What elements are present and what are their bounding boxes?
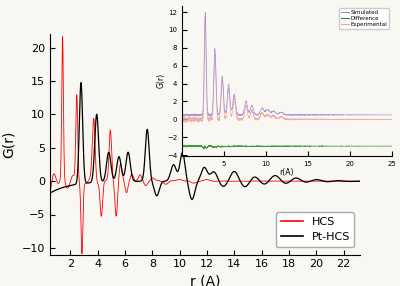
Difference — [180, 145, 185, 148]
HCS — [164, 182, 169, 186]
Simulated — [261, 107, 266, 111]
Difference — [217, 144, 222, 148]
Pt-HCS — [102, 177, 106, 180]
Line: HCS: HCS — [47, 37, 360, 254]
HCS — [102, 181, 106, 185]
Experimental — [183, 121, 188, 124]
Simulated — [203, 11, 208, 14]
Simulated — [217, 112, 222, 115]
Experimental — [217, 116, 222, 120]
Difference — [390, 144, 394, 148]
Experimental — [390, 118, 394, 121]
Difference — [386, 144, 390, 148]
Y-axis label: G(r): G(r) — [2, 131, 16, 158]
Experimental — [386, 118, 390, 121]
Simulated — [270, 110, 275, 113]
Difference — [182, 143, 187, 147]
X-axis label: r(A): r(A) — [280, 168, 294, 177]
Difference — [204, 146, 209, 150]
HCS — [80, 252, 84, 255]
Simulated — [180, 113, 185, 116]
Simulated — [386, 113, 390, 117]
X-axis label: r (A): r (A) — [190, 275, 220, 286]
HCS — [45, 188, 50, 191]
Pt-HCS — [302, 180, 307, 184]
Line: Difference: Difference — [183, 145, 392, 149]
Y-axis label: G(r): G(r) — [156, 73, 166, 88]
Legend: HCS, Pt-HCS: HCS, Pt-HCS — [276, 212, 354, 247]
Difference — [261, 144, 266, 148]
Pt-HCS — [358, 180, 362, 183]
Difference — [270, 144, 275, 148]
Pt-HCS — [190, 198, 194, 201]
Experimental — [261, 112, 266, 116]
Pt-HCS — [45, 193, 50, 196]
Legend: Simulated, Difference, Experimental: Simulated, Difference, Experimental — [339, 9, 389, 29]
HCS — [60, 35, 65, 38]
Line: Pt-HCS: Pt-HCS — [47, 83, 360, 199]
Experimental — [180, 118, 185, 121]
Pt-HCS — [78, 81, 83, 84]
Experimental — [270, 115, 275, 118]
HCS — [302, 179, 307, 183]
Line: Experimental: Experimental — [183, 16, 392, 122]
Pt-HCS — [164, 179, 169, 182]
Simulated — [363, 113, 368, 116]
Experimental — [363, 118, 368, 121]
HCS — [278, 180, 283, 183]
Line: Simulated: Simulated — [183, 13, 392, 116]
Simulated — [390, 113, 394, 117]
Difference — [202, 147, 207, 151]
Pt-HCS — [248, 179, 253, 182]
Pt-HCS — [232, 170, 237, 173]
HCS — [358, 179, 362, 183]
Experimental — [203, 14, 208, 18]
HCS — [248, 179, 253, 183]
Pt-HCS — [278, 178, 283, 182]
Difference — [363, 144, 368, 148]
HCS — [232, 179, 237, 183]
Experimental — [204, 100, 209, 104]
Simulated — [204, 89, 209, 93]
Simulated — [197, 114, 202, 118]
